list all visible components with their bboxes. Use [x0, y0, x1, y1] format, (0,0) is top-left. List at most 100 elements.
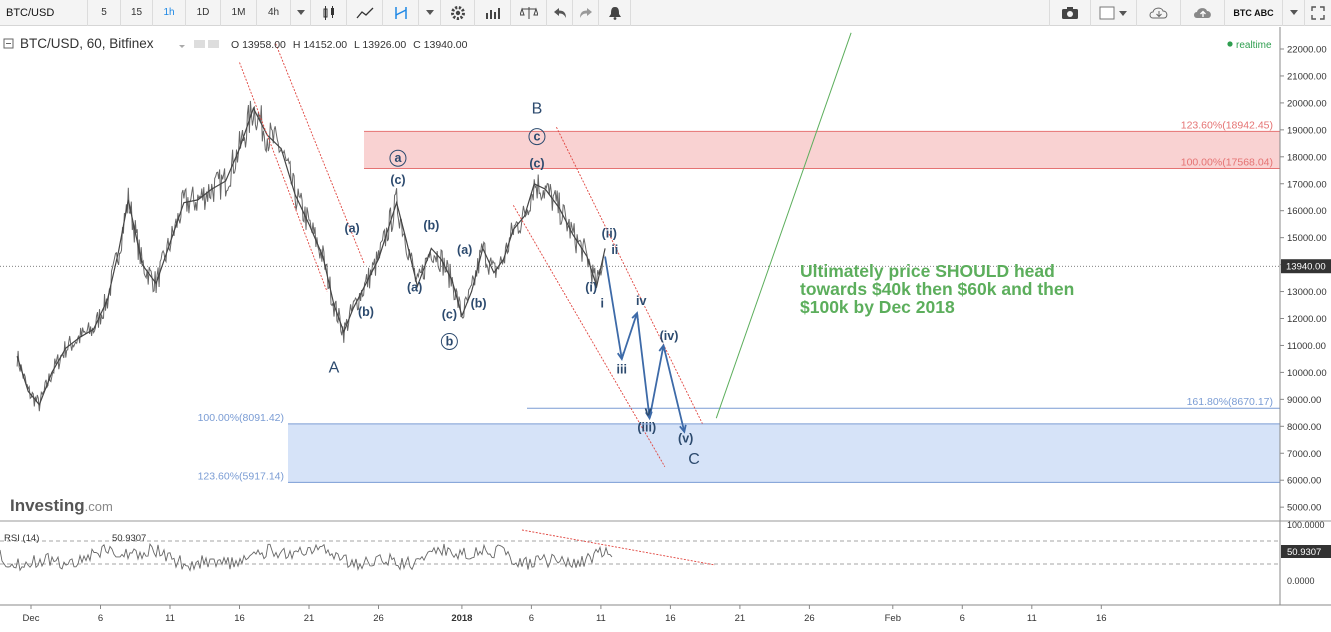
- svg-text:13940.00: 13940.00: [1286, 262, 1326, 273]
- wave-label: (b): [471, 297, 487, 311]
- drawing-dropdown[interactable]: [419, 0, 441, 26]
- rsi-panel: RSI (14) 50.9307 100.0000 0.0000 50.9307: [0, 520, 1331, 586]
- drawing-tools-button[interactable]: [383, 0, 419, 26]
- wave-label-text: a: [394, 151, 402, 165]
- candles-button[interactable]: [311, 0, 347, 26]
- wave-circle: [440, 332, 458, 350]
- cloud-upload-icon: [1193, 7, 1211, 18]
- line-chart-icon: [356, 7, 373, 18]
- interval-15[interactable]: 15: [121, 0, 153, 26]
- arrow-head: [616, 351, 625, 361]
- arrow-head: [631, 311, 639, 321]
- interval-4h[interactable]: 4h: [257, 0, 291, 26]
- wave-label-text: c: [533, 130, 540, 144]
- wave-label: (a): [457, 243, 472, 257]
- scale-icon: [519, 6, 538, 19]
- cloud-download-button[interactable]: [1137, 0, 1181, 26]
- wave-label-text: (c): [529, 157, 544, 171]
- color-box-button[interactable]: [1091, 0, 1137, 26]
- interval-1d[interactable]: 1D: [186, 0, 221, 26]
- cloud-upload-button[interactable]: [1181, 0, 1225, 26]
- indicators-button[interactable]: [475, 0, 511, 26]
- xtick-label: 16: [234, 613, 245, 624]
- channel-line: [239, 62, 328, 292]
- indicators-icon: [485, 7, 500, 19]
- chevron-down-icon[interactable]: [179, 45, 185, 48]
- time-axis[interactable]: Dec 6 11 16 21 26 2018 6 11 16 21 26 Feb 6 11 16: [23, 605, 1107, 624]
- eye-icon[interactable]: [194, 40, 205, 48]
- interval-dropdown[interactable]: [291, 0, 311, 26]
- layout-dropdown[interactable]: [1283, 0, 1305, 26]
- settings-button[interactable]: [441, 0, 475, 26]
- xtick-label: 16: [1096, 613, 1107, 624]
- interval-5[interactable]: 5: [88, 0, 121, 26]
- layout-name[interactable]: BTC ABC: [1225, 0, 1283, 26]
- interval-1m[interactable]: 1M: [221, 0, 257, 26]
- chevron-down-icon: [1289, 10, 1298, 15]
- wave-label-text: (i): [585, 281, 597, 295]
- ytick-label: 9000.00: [1287, 395, 1321, 406]
- arrow-head: [679, 424, 687, 434]
- target-trendline: [715, 32, 852, 419]
- snapshot-button[interactable]: [1049, 0, 1091, 26]
- ytick-label: 12000.00: [1287, 314, 1327, 325]
- chevron-down-icon: [296, 10, 305, 15]
- arrow-head: [658, 343, 667, 353]
- wave-label-text: iv: [636, 294, 646, 308]
- cloud-download-icon: [1149, 7, 1167, 18]
- price-series-trend: [16, 106, 606, 406]
- ytick-label: 18000.00: [1287, 152, 1327, 163]
- collapse-icon[interactable]: [3, 38, 14, 49]
- wave-label-text: B: [532, 101, 543, 118]
- xtick-label: 6: [529, 613, 534, 624]
- wave-label: c: [528, 128, 546, 146]
- wave-label: (c): [442, 308, 457, 322]
- wave-label-text: (b): [471, 297, 487, 311]
- settings-small-icon[interactable]: [208, 40, 219, 48]
- chart-area[interactable]: 123.60%(18942.45) 100.00%(17568.04) 161.80…: [0, 27, 1331, 632]
- fullscreen-button[interactable]: [1305, 0, 1331, 26]
- channel-line: [275, 43, 366, 265]
- wave-label-text: (ii): [602, 227, 617, 241]
- xtick-label: 21: [735, 613, 746, 624]
- alert-icon: [608, 6, 621, 20]
- wave-circle: [528, 128, 546, 146]
- chart-background: [0, 27, 1331, 632]
- price-series: [16, 100, 605, 412]
- scale-button[interactable]: [511, 0, 547, 26]
- wave-projection: [604, 256, 686, 432]
- xtick-label: 11: [1027, 613, 1037, 624]
- elliott-wave-labels: A (a) (b) (c) a (b) (a) (c) b (a) (b) Bc (c) (ii) ii (i…: [329, 101, 700, 468]
- ytick-label: 22000.00: [1287, 45, 1327, 56]
- redo-button[interactable]: [573, 0, 599, 26]
- level-label: 123.60%(5917.14): [198, 470, 284, 482]
- ytick-label: 11000.00: [1287, 341, 1326, 352]
- undo-icon: [553, 7, 566, 18]
- arrow-head: [645, 411, 653, 421]
- wave-label: A: [329, 359, 340, 376]
- ytick-label: 13000.00: [1287, 287, 1327, 298]
- wave-label: (iii): [637, 421, 656, 435]
- investing-watermark: Investing.com: [10, 496, 113, 515]
- wave-label: (iv): [660, 329, 679, 343]
- last-price-badge: 13940.00: [1281, 259, 1331, 274]
- ytick-label: 17000.00: [1287, 179, 1327, 190]
- wave-label-text: iii: [617, 363, 627, 377]
- interval-1h[interactable]: 1h: [153, 0, 186, 26]
- alert-button[interactable]: [599, 0, 631, 26]
- xtick-label: 21: [304, 613, 315, 624]
- wave-label-text: C: [688, 451, 700, 468]
- wave-label: (v): [678, 431, 693, 445]
- wave-label: a: [389, 149, 407, 167]
- xtick-label: Dec: [23, 613, 40, 624]
- ytick-label: 7000.00: [1287, 449, 1321, 460]
- rsi-tick-0: 0.0000: [1287, 576, 1315, 586]
- ytick-label: 16000.00: [1287, 206, 1327, 217]
- line-chart-button[interactable]: [347, 0, 383, 26]
- wave-label: (ii): [602, 227, 617, 241]
- symbol-search[interactable]: BTC/USD: [0, 0, 88, 26]
- xtick-label: Feb: [885, 613, 901, 624]
- annotation-line-1: Ultimately price SHOULD head: [800, 261, 1055, 281]
- undo-button[interactable]: [547, 0, 573, 26]
- wave-label: C: [688, 451, 700, 468]
